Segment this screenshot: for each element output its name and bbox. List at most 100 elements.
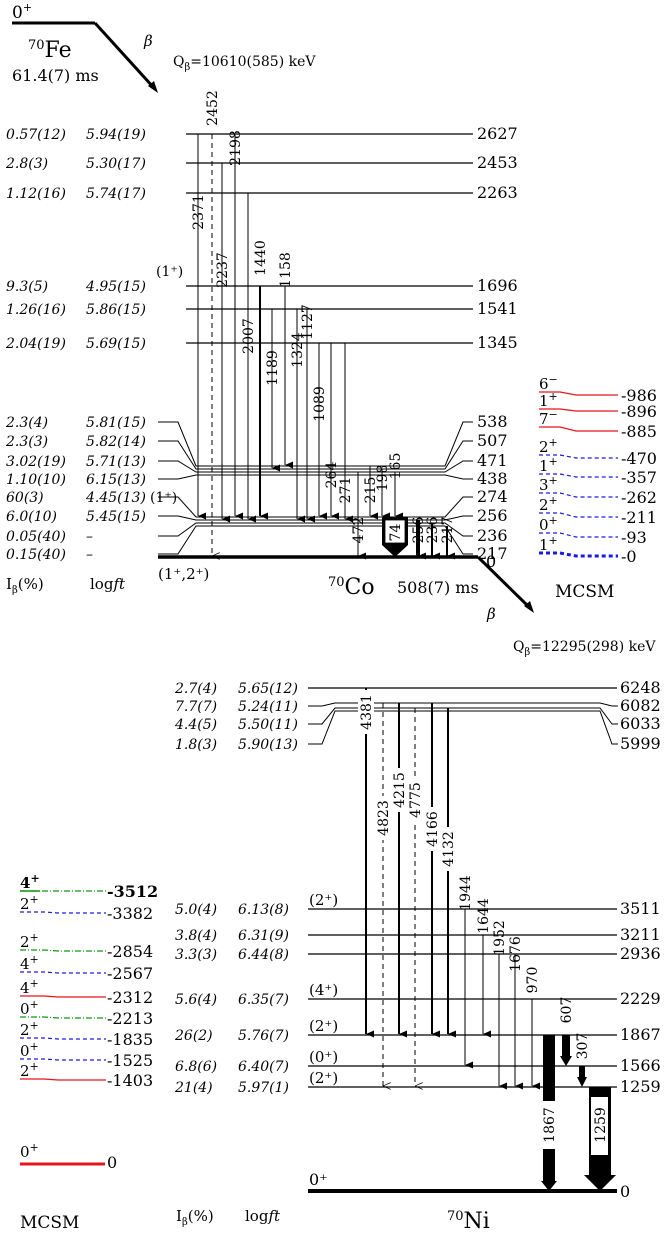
ni-gamma-arrow: [577, 1066, 587, 1087]
co-mcsm-panel: 6−-9861+-8967−-8852+-4701+-3573+-2622+-2…: [539, 373, 657, 566]
co-gamma-label: 2198: [228, 130, 244, 166]
co-level-logft: 5.86(15): [86, 302, 146, 318]
ni-mcsm-level-line: [20, 1016, 106, 1019]
co-level-energy: 236: [477, 526, 508, 545]
co-gamma-label: 1089: [312, 386, 328, 422]
co-mcsm-spin: 1+: [539, 534, 558, 554]
co-mcsm-energy: -93: [621, 528, 647, 547]
co-gamma-label: 215: [363, 477, 379, 504]
co-level-logft: 5.82(14): [86, 434, 146, 450]
co-gamma-label: 264: [324, 462, 340, 489]
ni-level-ib: 3.8(4): [175, 928, 217, 944]
co-gamma-label: 1158: [278, 252, 294, 288]
co-level-spin: (1⁺): [156, 264, 183, 280]
co-gamma-label-bg: [384, 519, 406, 544]
ni-gamma-label-bg: [541, 1101, 557, 1149]
co-mcsm-level-line: [539, 391, 618, 396]
co-beta-arrow: [476, 555, 532, 610]
fe-beta-arrow: [93, 21, 156, 90]
fe-qbeta: Qβ=10610(585) keV: [173, 54, 316, 73]
co-level-line: [158, 525, 473, 555]
ni-mcsm-panel: 4+ -3512 2+ -3382 2+ -2854 4+ -2567 4+ -2312 0+ -22…: [20, 872, 158, 1172]
co-level-logft: 5.94(19): [86, 127, 146, 143]
ni-mcsm-level-line: [20, 971, 106, 974]
co-mcsm-energy: -986: [621, 386, 657, 405]
co-level-logft: 4.45(13): [85, 490, 146, 506]
ni-level-ib: 4.4(5): [174, 717, 217, 733]
ni-level-logft: 5.76(7): [238, 1028, 289, 1044]
co-level-logft: 5.69(15): [86, 336, 146, 352]
co-gamma-label: 217: [440, 517, 456, 544]
ni-gamma-label: 1944: [458, 875, 474, 911]
ni-level-logft: 5.50(11): [238, 717, 298, 733]
co-gamma-label: 2452: [205, 90, 221, 126]
ni-level-spin: (4⁺): [309, 981, 338, 999]
ni-level-logft: 5.65(12): [238, 681, 298, 697]
ni-gamma-label-bg: [424, 807, 440, 851]
ni-level-spin: (2⁺): [309, 891, 338, 909]
co-level-ib: 0.05(40): [6, 529, 66, 545]
ni-gamma-label: 4215: [392, 772, 408, 808]
ni-level-logft: 6.40(7): [238, 1059, 289, 1075]
ni-level-energy: 1867: [620, 1025, 661, 1044]
co-mcsm-level-line: [539, 408, 618, 412]
co-mcsm-energy: -896: [621, 402, 657, 421]
ni-mcsm-spin: 4+: [20, 977, 39, 997]
co-level-logft: –: [86, 547, 93, 563]
co-level-spin: (1⁺): [150, 490, 177, 506]
co-level-scheme: 0.57(12) 5.94(19) 2627 2.8(3) 5.30(17) 2453 1.…: [5, 124, 518, 563]
co-mcsm-spin: 0+: [539, 514, 558, 534]
ni-mcsm-energy: -3382: [107, 904, 153, 923]
ni-mcsm-energy: -2854: [107, 942, 153, 961]
co-mcsm-spin: 2+: [539, 436, 558, 456]
ni-gamma-label: 4775: [408, 782, 424, 818]
co-mcsm-spin: 7−: [539, 408, 558, 428]
co-mcsm-title: MCSM: [555, 582, 614, 602]
ni-level-ib: 7.7(7): [175, 699, 217, 715]
ni-mcsm-level-line: [20, 1058, 106, 1061]
ni-ground: 0 0⁺ 70Ni Iβ(%) logft: [176, 1170, 630, 1234]
ni-level-logft: 6.35(7): [238, 992, 289, 1008]
co-level-logft: 5.74(17): [86, 186, 146, 202]
ni-mcsm-level-line: [20, 1037, 106, 1040]
co-level-line: [158, 460, 473, 473]
ni-gamma-label-bg: [407, 778, 423, 822]
co-level-logft: 4.95(15): [85, 279, 146, 295]
co-gamma-label: 256: [411, 517, 427, 544]
ni-mcsm-level-line: [20, 1078, 106, 1081]
ni-level-ib: 21(4): [174, 1080, 213, 1096]
ni-mcsm-energy: -2567: [107, 964, 153, 983]
ni-gamma-label: 4381: [359, 694, 375, 730]
co-gamma-label: 1440: [253, 240, 269, 276]
ni-gamma-label: 307: [575, 1033, 591, 1060]
ni-level-logft: 6.13(8): [238, 902, 289, 918]
ni-ib-header: Iβ(%): [176, 1207, 214, 1228]
co-level-logft: 5.30(17): [86, 156, 146, 172]
co-gamma-label: 2007: [241, 318, 257, 354]
ni-mcsm-spin: 2+: [20, 931, 39, 951]
ni-level-energy: 3511: [620, 899, 661, 918]
co-level-energy: 438: [477, 469, 508, 488]
co-level-ib: 2.8(3): [5, 156, 48, 172]
ni-gamma-label: 4132: [441, 831, 457, 867]
ni-level-energy: 2936: [620, 944, 661, 963]
ni-level-ib: 3.3(3): [175, 947, 217, 963]
ni-gamma-label: 607: [559, 997, 575, 1024]
co-nucleus-label: 70Co: [328, 575, 375, 600]
ni-level-logft: 6.44(8): [238, 947, 289, 963]
ni-gamma-label-bg: [440, 827, 456, 871]
ni-level-ib: 1.8(3): [175, 737, 217, 753]
co-level-logft: 5.45(15): [86, 509, 146, 525]
co-level-energy: 1541: [477, 299, 518, 318]
co-gamma-label: 2237: [215, 252, 231, 288]
co-beta-label: β: [486, 605, 496, 623]
ni-level-line: [308, 702, 618, 707]
co-mcsm-energy: -211: [621, 508, 657, 527]
co-level-energy: 217: [477, 544, 508, 563]
co-mcsm-energy: -262: [621, 488, 657, 507]
ni-mcsm-energy: -2213: [107, 1009, 153, 1028]
co-level-energy: 471: [477, 451, 508, 470]
ni-gamma-label-bg: [391, 768, 407, 812]
